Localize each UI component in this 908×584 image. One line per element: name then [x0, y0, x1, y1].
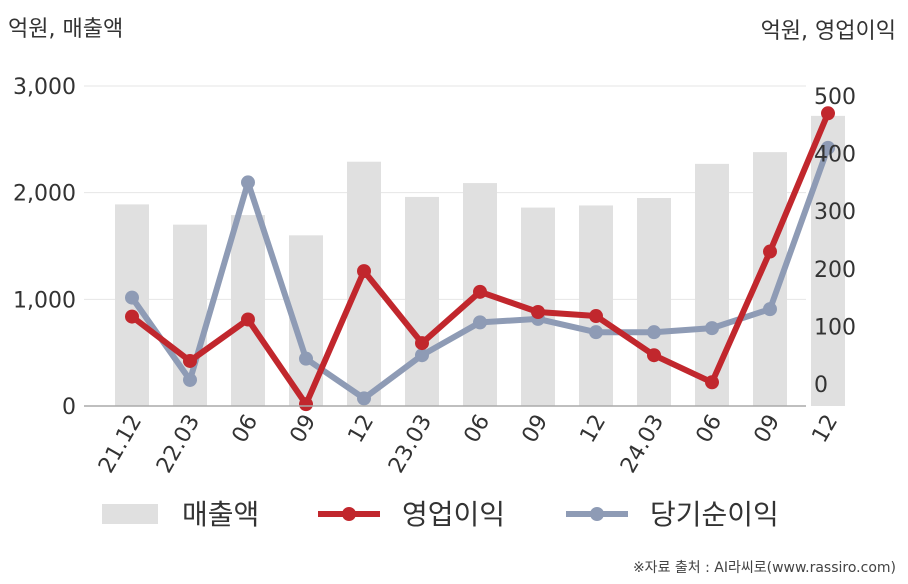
legend-label: 당기순이익 [650, 498, 779, 531]
x-tick-label: 24.03 [616, 411, 669, 478]
bar [115, 204, 149, 406]
series-point [183, 372, 197, 387]
series-point [647, 325, 661, 340]
left-axis-unit: 억원, 매출액 [8, 17, 123, 42]
series-point [821, 106, 835, 121]
series-point [531, 305, 545, 319]
right-axis-tick-label: 200 [814, 258, 856, 283]
series-point [241, 175, 255, 190]
series-point [357, 264, 371, 279]
series-point [183, 353, 197, 368]
series-point [705, 321, 719, 336]
x-tick-label: 09 [518, 411, 554, 448]
bar [231, 215, 265, 406]
x-tick-label: 12 [576, 411, 612, 448]
right-axis-tick-label: 0 [814, 373, 828, 398]
left-axis-tick-label: 1,000 [13, 288, 76, 313]
series-point [357, 391, 371, 406]
series-point [473, 315, 487, 330]
bar [637, 198, 671, 406]
series-point [299, 397, 313, 412]
bar [405, 196, 439, 406]
x-tick-label: 09 [750, 411, 786, 448]
series-point [821, 140, 835, 155]
legend-swatch [102, 504, 158, 524]
series-point [125, 290, 139, 305]
x-tick-label: 12 [808, 411, 844, 448]
lines [125, 106, 835, 412]
series-point [299, 351, 313, 366]
right-axis-tick-label: 500 [814, 85, 856, 110]
series-point [415, 336, 429, 351]
right-axis-unit: 억원, 영업이익 [761, 19, 896, 44]
left-axis-tick-label: 0 [62, 395, 76, 420]
x-tick-label: 12 [344, 411, 380, 448]
right-axis-tick-label: 100 [814, 315, 856, 340]
legend-label: 영업이익 [402, 498, 505, 531]
series-point [589, 325, 603, 340]
x-tick-label: 23.03 [384, 411, 437, 478]
legend: 매출액 영업이익 당기순이익 [102, 498, 779, 531]
right-axis-tick-label: 400 [814, 143, 856, 168]
left-axis-tick-label: 3,000 [13, 75, 76, 100]
legend-marker [342, 507, 356, 521]
series-point [705, 375, 719, 390]
x-tick-label: 09 [286, 411, 322, 448]
right-axis-tick-label: 300 [814, 200, 856, 225]
series-point [125, 309, 139, 324]
source-note: ※자료 출처 : AI라씨로(www.rassiro.com) [633, 560, 896, 576]
bar [579, 205, 613, 406]
bar [811, 115, 845, 406]
left-axis-tick-label: 2,000 [13, 182, 76, 207]
x-tick-label: 06 [460, 411, 496, 448]
series-point [473, 284, 487, 299]
x-tick-label: 06 [692, 411, 728, 448]
x-tick-label: 06 [228, 411, 264, 448]
x-tick-label: 21.12 [94, 411, 147, 478]
series-point [589, 309, 603, 324]
series-point [647, 348, 661, 363]
series-point [763, 302, 777, 317]
series-point [241, 312, 255, 327]
legend-label: 매출액 [182, 498, 259, 531]
legend-marker [590, 507, 604, 521]
bar [695, 163, 729, 406]
series-point [763, 244, 777, 259]
series-point [415, 348, 429, 363]
x-tick-label: 22.03 [152, 411, 205, 478]
